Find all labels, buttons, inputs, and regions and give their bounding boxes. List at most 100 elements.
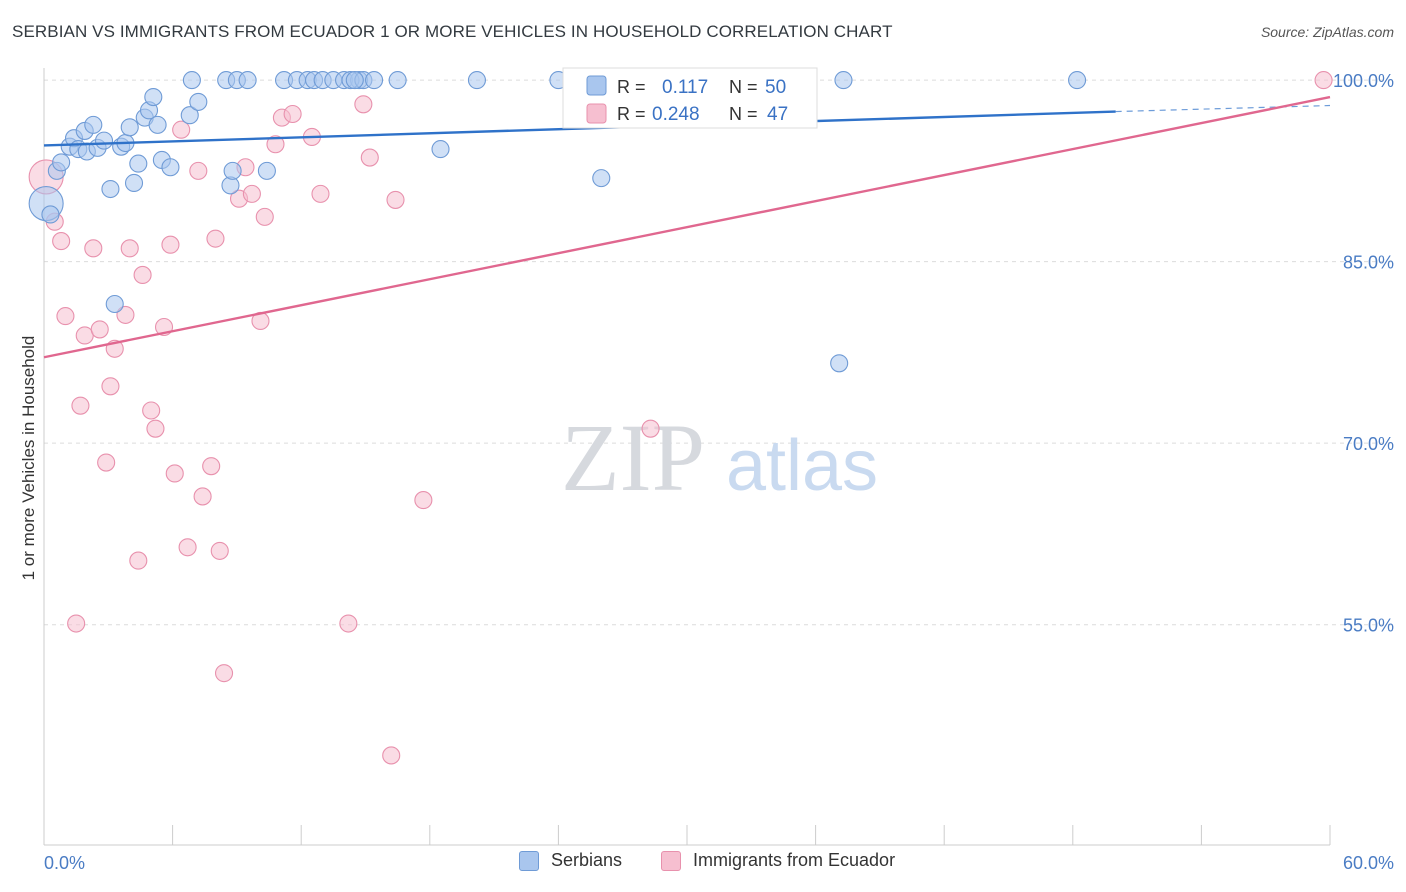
- serbians-point: [94, 131, 114, 150]
- watermark: ZIP atlas: [561, 404, 878, 511]
- ecuador-point: [210, 541, 229, 560]
- legend-swatch-serbians: [519, 850, 539, 871]
- serbians-trend-extension: [1115, 104, 1331, 113]
- ecuador-point: [178, 538, 197, 557]
- chart-title: SERBIAN VS IMMIGRANTS FROM ECUADOR 1 OR …: [12, 22, 893, 41]
- ecuador-point: [120, 239, 139, 258]
- serbians-point: [238, 71, 257, 90]
- ecuador-point: [129, 551, 148, 570]
- ecuador-point: [242, 184, 261, 203]
- ecuador-point: [206, 229, 225, 248]
- ecuador-point: [214, 664, 234, 683]
- legend-label-serbians: Serbians: [551, 850, 623, 870]
- legend-item-serbians[interactable]: Serbians: [519, 850, 622, 871]
- ecuador-point: [354, 95, 373, 114]
- legend-swatch-ecuador: [661, 850, 681, 871]
- watermark-atlas: atlas: [726, 426, 878, 506]
- ecuador-point: [414, 491, 433, 510]
- serbians-point: [1068, 71, 1087, 90]
- x-tick-label-max: 60.0%: [1343, 853, 1394, 873]
- serbians-point: [124, 173, 144, 193]
- watermark-zip: ZIP: [561, 404, 705, 511]
- legend-item-ecuador[interactable]: Immigrants from Ecuador: [661, 850, 895, 871]
- ecuador-trend-line: [43, 95, 1331, 359]
- ecuador-point: [142, 401, 161, 420]
- ecuador-point: [75, 326, 94, 345]
- ecuador-point: [641, 419, 660, 438]
- serbians-trend-line: [43, 110, 1116, 147]
- stats-swatch-ecuador: [586, 103, 607, 124]
- ecuador-point: [101, 377, 120, 396]
- x-tick-label-min: 0.0%: [44, 853, 85, 873]
- ecuador-point: [266, 135, 285, 154]
- ecuador-point: [255, 207, 274, 226]
- serbians-point: [180, 106, 199, 125]
- stats-swatch-serbians: [586, 75, 607, 96]
- legend: Serbians Immigrants from Ecuador: [0, 850, 1406, 880]
- ecuador-point: [97, 453, 116, 472]
- ecuador-point: [311, 184, 330, 203]
- ecuador-point: [165, 464, 184, 483]
- serbians-point: [182, 71, 201, 90]
- ecuador-point: [56, 307, 75, 326]
- stats-n-label-serbians: N =: [729, 77, 758, 97]
- ecuador-point: [133, 265, 152, 285]
- stats-r-label-ecuador: R =: [617, 104, 646, 124]
- ecuador-point: [193, 487, 212, 506]
- y-tick-label: 70.0%: [1343, 434, 1394, 454]
- ecuador-point: [84, 239, 103, 258]
- ecuador-point: [90, 320, 109, 339]
- stats-box: R = 0.117 N = 50 R = 0.248 N = 47: [562, 67, 818, 129]
- stats-n-value-ecuador: 47: [767, 104, 788, 125]
- y-tick-label: 55.0%: [1343, 616, 1394, 636]
- ecuador-point: [67, 614, 86, 633]
- serbians-point: [388, 71, 407, 90]
- ecuador-point: [1314, 71, 1333, 90]
- ecuador-point: [386, 190, 405, 209]
- serbians-point: [161, 158, 180, 177]
- trend-lines: [43, 95, 1331, 359]
- serbians-point: [120, 118, 139, 137]
- data-points: [28, 71, 1333, 765]
- serbians-point: [257, 161, 276, 180]
- serbians-point: [84, 115, 103, 134]
- serbians-point: [830, 354, 849, 373]
- ecuador-point: [161, 235, 180, 254]
- axes: 100.0% 85.0% 70.0% 55.0%: [43, 68, 1394, 846]
- legend-label-ecuador: Immigrants from Ecuador: [693, 850, 896, 870]
- serbians-point: [431, 140, 450, 159]
- serbians-point: [189, 92, 208, 111]
- serbians-point: [345, 71, 364, 90]
- stats-n-label-ecuador: N =: [729, 104, 758, 124]
- y-tick-label: 85.0%: [1343, 253, 1394, 273]
- serbians-point: [223, 161, 242, 180]
- serbians-point: [592, 169, 611, 188]
- ecuador-point: [146, 419, 165, 438]
- ecuador-point: [71, 396, 90, 415]
- y-axis-label: 1 or more Vehicles in Household: [19, 336, 38, 581]
- stats-n-value-serbians: 50: [765, 77, 786, 98]
- y-tick-label: 100.0%: [1333, 71, 1394, 91]
- serbians-point: [144, 87, 163, 107]
- serbians-point: [41, 205, 60, 224]
- ecuador-point: [52, 232, 71, 251]
- ecuador-point: [172, 120, 191, 139]
- serbians-point: [52, 153, 71, 172]
- serbians-point: [129, 154, 148, 173]
- serbians-point: [105, 294, 124, 314]
- stats-r-value-serbians: 0.117: [662, 77, 708, 98]
- serbians-point: [148, 115, 167, 134]
- ecuador-point: [116, 305, 135, 324]
- serbians-point: [467, 71, 487, 90]
- serbians-point: [834, 71, 853, 90]
- ecuador-point: [283, 104, 302, 124]
- ecuador-point: [360, 148, 379, 167]
- ecuador-point: [202, 457, 221, 476]
- serbians-point: [101, 179, 120, 199]
- serbians-point: [365, 71, 384, 90]
- ecuador-point: [189, 161, 208, 180]
- source-label: Source: ZipAtlas.com: [1260, 24, 1394, 40]
- stats-r-label-serbians: R =: [617, 77, 646, 97]
- stats-r-value-ecuador: 0.248: [652, 104, 700, 125]
